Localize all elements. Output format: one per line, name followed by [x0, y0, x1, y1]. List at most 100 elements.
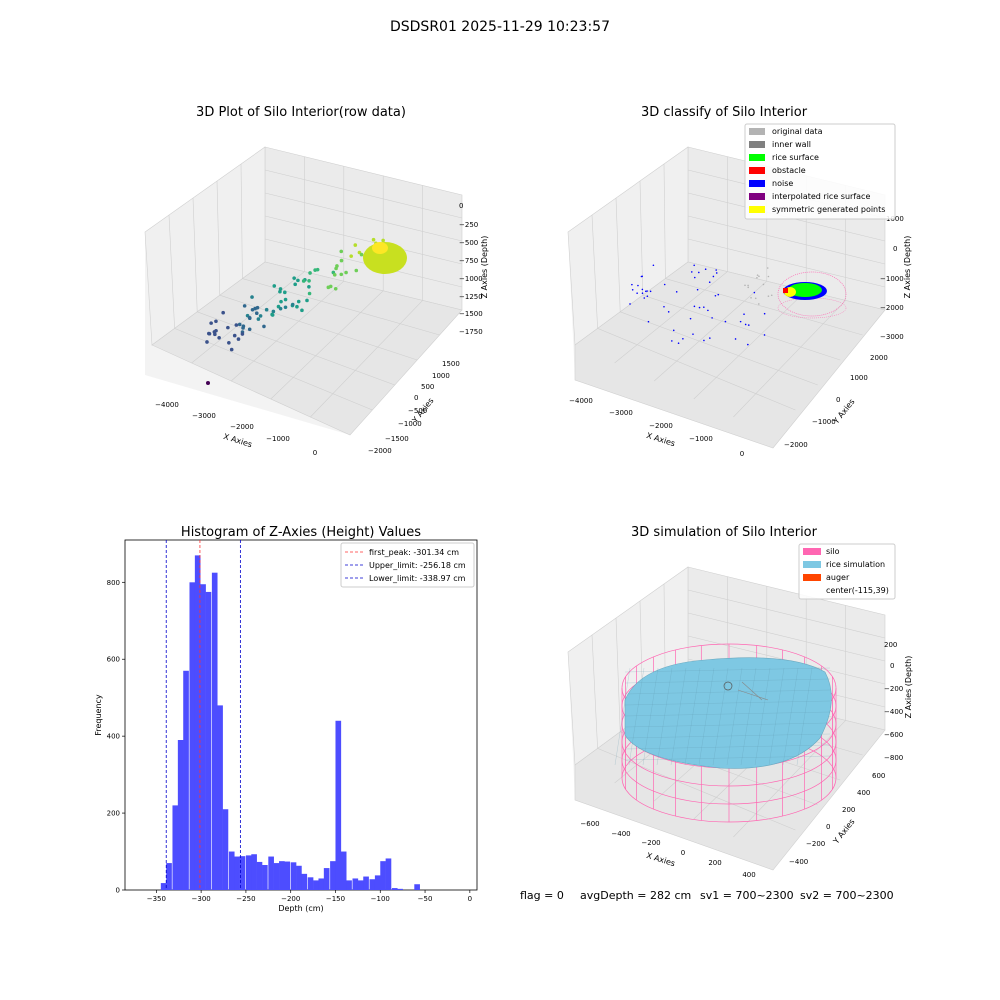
gridline — [192, 197, 198, 312]
raw-z-tick: −250 — [459, 221, 478, 229]
sim-z-tick: 200 — [884, 641, 897, 649]
legend-upper-limit: Upper_limit: -256.18 cm — [369, 561, 466, 570]
histogram-bar — [330, 861, 336, 890]
raw-z-tick: −1250 — [459, 293, 483, 301]
raw-point — [359, 252, 364, 257]
gridline — [242, 278, 440, 336]
classify-y-tick: 0 — [836, 396, 840, 404]
raw-point — [271, 309, 276, 314]
histogram-bar — [160, 883, 167, 890]
histogram-bar — [307, 877, 314, 890]
rice-mesh-line — [624, 689, 831, 695]
rice-mesh-line — [740, 667, 757, 766]
legend-rice-surface: rice surface — [772, 153, 819, 162]
classify-y-tick: 1000 — [850, 374, 868, 382]
legend-lower-limit: Lower_limit: -338.97 cm — [369, 574, 466, 583]
rice-mesh-line — [726, 667, 743, 766]
original-point — [770, 294, 773, 297]
gridline — [231, 280, 344, 382]
legend-inner-wall: inner wall — [772, 140, 811, 149]
sim-y-tick: −200 — [806, 840, 825, 848]
raw-point — [256, 317, 261, 321]
raw-y-tick: −2000 — [368, 447, 392, 455]
rice-mesh-line — [698, 667, 715, 766]
raw-point — [344, 270, 348, 275]
raw-z-tick: −1750 — [459, 328, 483, 336]
raw-point — [262, 324, 266, 329]
raw-point — [279, 299, 283, 304]
original-point — [750, 296, 752, 299]
raw-point — [333, 286, 338, 291]
original-point — [758, 303, 760, 305]
legend-swatch-interp — [749, 193, 765, 200]
histogram-y-tick-label: 400 — [107, 733, 120, 741]
raw-point — [339, 272, 344, 277]
histogram-bar — [172, 805, 179, 890]
classify-x-label: X Axies — [645, 431, 676, 448]
raw-point — [214, 328, 218, 333]
gridline — [687, 612, 886, 662]
histogram-bars — [160, 555, 420, 890]
status-flag: flag = 0 — [520, 889, 564, 902]
raw-point — [278, 289, 282, 294]
histogram-bar — [290, 862, 297, 890]
noise-point — [689, 317, 692, 320]
raw-point — [206, 381, 210, 385]
histogram-bar — [234, 856, 240, 890]
legend-center: center(-115,39) — [826, 586, 889, 595]
noise-point — [637, 284, 639, 287]
panel-simulation: 3D simulation of Silo Interior −600 −400… — [567, 525, 913, 879]
raw-points — [205, 237, 407, 385]
noise-point — [646, 295, 649, 298]
histogram-bar — [256, 861, 263, 890]
legend-swatch-rice-sim — [803, 561, 821, 568]
raw-point — [241, 326, 245, 330]
histogram-bar — [385, 858, 392, 890]
raw-point — [247, 315, 252, 320]
raw-point — [278, 287, 283, 291]
noise-point — [734, 338, 737, 340]
raw-point — [339, 258, 344, 263]
classify-x-tick: −3000 — [609, 409, 633, 417]
classify-wall — [777, 297, 847, 319]
raw-point — [226, 325, 230, 330]
noise-point — [652, 264, 655, 267]
classify-x-tick: −2000 — [649, 422, 673, 430]
raw-y-tick: −1000 — [398, 420, 422, 428]
raw-y-tick: −500 — [408, 407, 427, 415]
histogram-bar — [414, 884, 420, 890]
histogram-bar — [284, 861, 291, 890]
simulation-title: 3D simulation of Silo Interior — [631, 525, 818, 540]
original-point — [747, 284, 749, 287]
panel-histogram: Histogram of Z-Axies (Height) Values −35… — [94, 525, 478, 913]
raw-point — [217, 335, 221, 340]
histogram-bar — [228, 851, 235, 890]
raw-z-label: Z Axies (Depth) — [480, 236, 489, 299]
raw-point — [250, 295, 254, 299]
raw-point — [307, 278, 311, 283]
noise-point — [641, 292, 644, 295]
raw-point — [272, 284, 277, 288]
raw-point — [237, 322, 242, 327]
sim-y-tick: 200 — [842, 806, 855, 814]
rice-mesh-line — [624, 733, 831, 739]
simulation-x-label: X Axies — [645, 851, 676, 868]
noise-point — [697, 271, 700, 274]
obstacle-point — [783, 288, 788, 293]
raw-x-tick: −3000 — [192, 412, 216, 420]
original-point — [756, 274, 759, 276]
raw-point — [283, 305, 288, 310]
gridline — [240, 163, 243, 279]
original-point — [756, 276, 758, 279]
histogram-x-tick-label: 0 — [468, 895, 472, 903]
raw-z-tick: −1500 — [459, 310, 483, 318]
rice-simulation-surface — [614, 657, 832, 769]
noise-point — [709, 337, 711, 339]
histogram-bar — [279, 861, 285, 890]
raw-y-tick: 500 — [421, 383, 434, 391]
rice-mesh-line — [656, 667, 673, 766]
noise-point — [696, 288, 699, 291]
gridline — [615, 197, 621, 312]
histogram-bar — [239, 856, 246, 890]
histogram-bar — [301, 873, 308, 890]
